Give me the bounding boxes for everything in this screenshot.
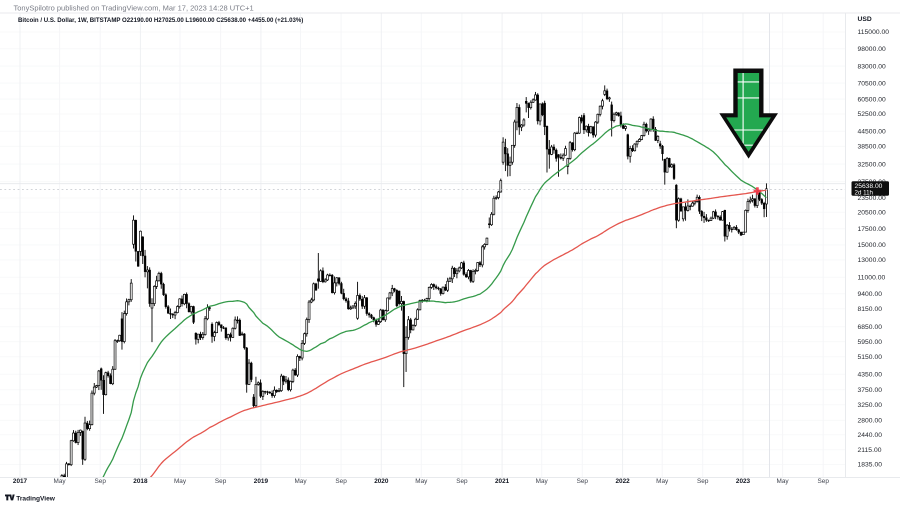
svg-text:USD: USD <box>858 16 872 23</box>
svg-text:2019: 2019 <box>254 478 269 485</box>
svg-text:83000.00: 83000.00 <box>858 63 887 70</box>
svg-text:5150.00: 5150.00 <box>858 354 883 361</box>
svg-text:20500.00: 20500.00 <box>858 210 887 217</box>
svg-text:TonySpilotro published on Trad: TonySpilotro published on TradingView.co… <box>14 3 254 12</box>
svg-text:Sep: Sep <box>818 478 830 485</box>
svg-text:2440.00: 2440.00 <box>858 432 883 439</box>
svg-text:1835.00: 1835.00 <box>858 462 883 469</box>
svg-text:32500.00: 32500.00 <box>858 161 887 168</box>
svg-text:Sep: Sep <box>215 478 227 485</box>
svg-text:15000.00: 15000.00 <box>858 242 887 249</box>
svg-text:3750.00: 3750.00 <box>858 387 883 394</box>
svg-text:6850.00: 6850.00 <box>858 324 883 331</box>
svg-text:8150.00: 8150.00 <box>858 306 883 313</box>
svg-text:Sep: Sep <box>335 478 347 485</box>
svg-text:2023: 2023 <box>736 478 751 485</box>
svg-text:May: May <box>54 478 67 485</box>
svg-text:May: May <box>656 478 669 485</box>
svg-text:13000.00: 13000.00 <box>858 257 887 264</box>
svg-text:Bitcoin / U.S. Dollar, 1W, BIT: Bitcoin / U.S. Dollar, 1W, BITSTAMP O221… <box>18 17 303 24</box>
svg-text:May: May <box>174 478 187 485</box>
svg-text:3250.00: 3250.00 <box>858 402 883 409</box>
svg-text:98000.00: 98000.00 <box>858 46 887 53</box>
svg-text:2800.00: 2800.00 <box>858 418 883 425</box>
svg-text:60500.00: 60500.00 <box>858 96 887 103</box>
svg-text:2020: 2020 <box>374 478 389 485</box>
svg-text:52500.00: 52500.00 <box>858 111 887 118</box>
svg-text:5950.00: 5950.00 <box>858 339 883 346</box>
svg-text:Sep: Sep <box>697 478 709 485</box>
svg-text:17500.00: 17500.00 <box>858 226 887 233</box>
svg-text:44500.00: 44500.00 <box>858 128 887 135</box>
svg-text:115000.00: 115000.00 <box>858 29 890 36</box>
svg-text:May: May <box>415 478 428 485</box>
svg-text:11000.00: 11000.00 <box>858 275 886 282</box>
svg-text:May: May <box>777 478 790 485</box>
svg-text:TradingView: TradingView <box>16 495 56 502</box>
svg-text:70500.00: 70500.00 <box>858 80 887 87</box>
svg-text:9400.00: 9400.00 <box>858 291 883 298</box>
svg-text:2115.00: 2115.00 <box>858 447 882 454</box>
svg-text:Sep: Sep <box>95 478 107 485</box>
svg-text:May: May <box>536 478 549 485</box>
svg-text:2021: 2021 <box>495 478 510 485</box>
svg-text:2022: 2022 <box>615 478 630 485</box>
svg-text:Sep: Sep <box>456 478 468 485</box>
svg-text:May: May <box>294 478 307 485</box>
svg-text:Sep: Sep <box>577 478 589 485</box>
svg-text:38500.00: 38500.00 <box>858 144 887 151</box>
svg-text:4350.00: 4350.00 <box>858 372 883 379</box>
svg-text:2018: 2018 <box>133 478 148 485</box>
svg-text:2017: 2017 <box>13 478 28 485</box>
svg-text:2d 11h: 2d 11h <box>855 189 874 196</box>
